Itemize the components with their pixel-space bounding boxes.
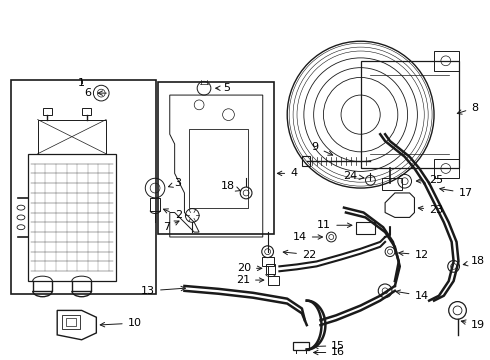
Text: 11: 11	[317, 220, 352, 230]
Text: 6: 6	[84, 88, 106, 98]
Text: 10: 10	[100, 318, 142, 328]
Text: 18: 18	[221, 181, 241, 191]
Text: 9: 9	[312, 142, 333, 155]
Text: 8: 8	[457, 103, 478, 114]
Text: 18: 18	[463, 256, 486, 266]
Text: 17: 17	[440, 187, 473, 198]
Text: 20: 20	[237, 263, 262, 273]
Bar	[158, 82, 273, 234]
Text: 15: 15	[314, 341, 345, 351]
Bar	[361, 61, 459, 168]
Bar	[150, 198, 160, 211]
Text: 24: 24	[343, 171, 364, 181]
Text: 25: 25	[416, 175, 443, 185]
Bar	[82, 108, 92, 114]
Text: 14: 14	[396, 290, 429, 301]
Bar	[268, 276, 279, 285]
Bar	[43, 108, 52, 114]
Bar	[382, 178, 402, 190]
Text: 7: 7	[163, 221, 179, 232]
Bar	[356, 222, 375, 234]
Bar	[189, 129, 248, 208]
Bar	[62, 315, 80, 329]
Text: 4: 4	[277, 168, 297, 178]
Text: 3: 3	[169, 178, 182, 188]
Text: 5: 5	[216, 83, 231, 93]
Text: 13: 13	[141, 286, 186, 296]
Text: 16: 16	[314, 347, 345, 357]
Text: 2: 2	[164, 209, 182, 220]
Bar	[293, 342, 309, 350]
Bar	[434, 51, 459, 71]
Bar	[266, 264, 275, 274]
Text: 14: 14	[293, 232, 322, 242]
Bar	[302, 156, 310, 166]
Text: 12: 12	[399, 249, 429, 260]
Text: 21: 21	[236, 275, 264, 285]
Text: 23: 23	[418, 204, 443, 215]
Bar	[262, 257, 273, 266]
Text: 19: 19	[461, 320, 486, 330]
Bar	[28, 154, 116, 281]
Bar	[11, 80, 156, 294]
Text: 1: 1	[78, 78, 85, 89]
Bar	[66, 318, 76, 326]
Bar	[434, 159, 459, 178]
Bar	[296, 350, 306, 356]
Bar	[38, 120, 106, 154]
Text: 22: 22	[283, 249, 316, 260]
